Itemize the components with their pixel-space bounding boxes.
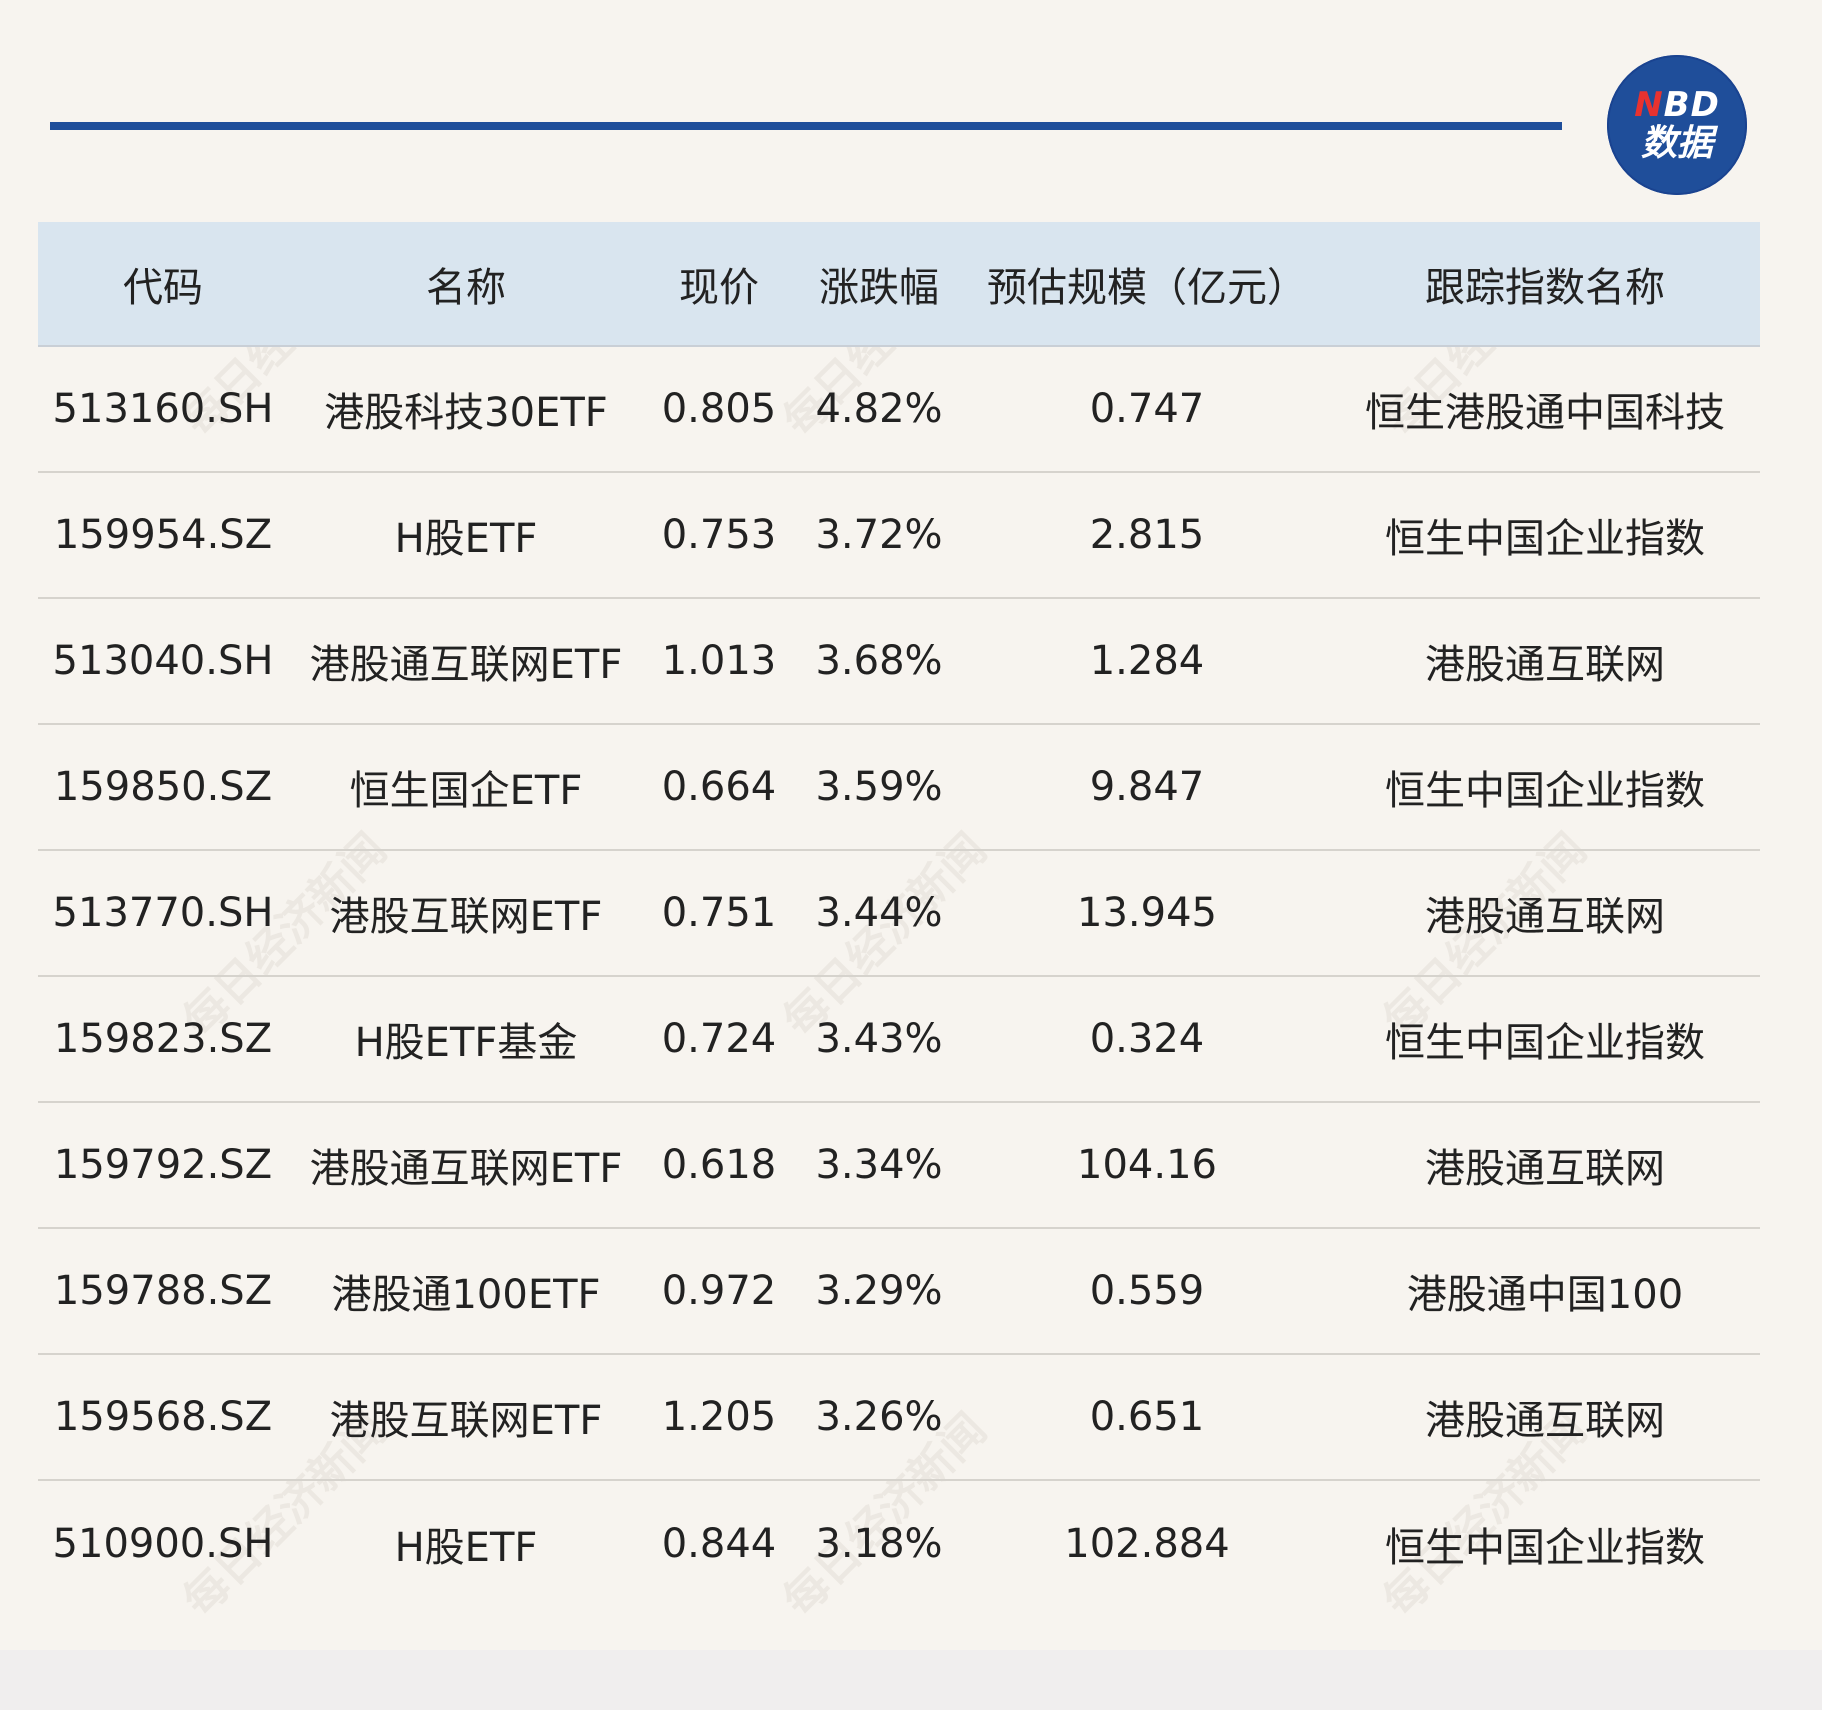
logo-text-top: NBD xyxy=(1634,85,1720,125)
cell-change: 3.59% xyxy=(794,724,964,851)
cell-scale: 0.651 xyxy=(964,1354,1330,1481)
logo-text-bottom: 数据 xyxy=(1640,123,1713,164)
cell-index: 港股通互联网 xyxy=(1330,598,1760,725)
cell-name: 港股互联网ETF xyxy=(288,1354,644,1481)
cell-index: 恒生中国企业指数 xyxy=(1385,1524,1705,1571)
cell-change: 3.68% xyxy=(794,598,964,725)
cell-code: 513160.SH xyxy=(38,346,288,473)
nbd-data-logo: NBD 数据 xyxy=(1607,55,1747,195)
cell-scale: 0.559 xyxy=(964,1228,1330,1355)
cell-code: 159850.SZ xyxy=(38,724,288,851)
cell-scale: 102.884 xyxy=(1064,1520,1230,1567)
table-row: 159568.SZ 港股互联网ETF 1.205 3.26% 0.651 港股通互联网 xyxy=(38,1354,1760,1481)
table-row: 159788.SZ 港股通100ETF 0.972 3.29% 0.559 港股通中国10… xyxy=(38,1228,1760,1355)
table-row: 159823.SZ H股ETF基金 0.724 3.43% 0.324 恒生中国企业指数 xyxy=(38,976,1760,1103)
cell-change: 4.82% xyxy=(794,346,964,473)
cell-index: 恒生港股通中国科技 xyxy=(1330,346,1760,473)
table-row: 159954.SZ H股ETF 0.753 3.72% 2.815 恒生中国企业指数 xyxy=(38,472,1760,599)
top-rule xyxy=(50,122,1562,130)
cell-change: 3.34% xyxy=(794,1102,964,1229)
cell-code: 510900.SH xyxy=(52,1520,274,1567)
cell-index: 港股通中国100 xyxy=(1330,1228,1760,1355)
cell-code: 513770.SH xyxy=(38,850,288,977)
cell-code: 159823.SZ xyxy=(38,976,288,1103)
cell-change: 3.72% xyxy=(794,472,964,599)
etf-table: 代码 名称 现价 涨跌幅 预估规模（亿元） 跟踪指数名称 513160.SH 港股… xyxy=(38,222,1760,1606)
header-index: 跟踪指数名称 xyxy=(1330,222,1760,347)
cell-scale: 2.815 xyxy=(964,472,1330,599)
cell-price: 0.972 xyxy=(644,1228,794,1355)
cell-price: 1.205 xyxy=(644,1354,794,1481)
cell-index: 港股通互联网 xyxy=(1330,850,1760,977)
table-body: 513160.SH 港股科技30ETF 0.805 4.82% 0.747 恒生港股通中国… xyxy=(38,346,1760,1606)
table-row: 159792.SZ 港股通互联网ETF 0.618 3.34% 104.16 港股通互联网 xyxy=(38,1102,1760,1229)
table-row: 159850.SZ 恒生国企ETF 0.664 3.59% 9.847 恒生中国企业指数 xyxy=(38,724,1760,851)
cell-index: 恒生中国企业指数 xyxy=(1330,724,1760,851)
cell-name: H股ETF xyxy=(288,472,644,599)
cell-name: 港股科技30ETF xyxy=(288,346,644,473)
cell-price: 0.753 xyxy=(644,472,794,599)
cell-index: 港股通互联网 xyxy=(1330,1354,1760,1481)
cell-scale: 0.747 xyxy=(964,346,1330,473)
table-row: 513770.SH 港股互联网ETF 0.751 3.44% 13.945 港股通互联网 xyxy=(38,850,1760,977)
header-price: 现价 xyxy=(644,222,794,347)
cell-change: 3.18% xyxy=(815,1520,943,1567)
bottom-band xyxy=(0,1650,1822,1710)
header-scale: 预估规模（亿元） xyxy=(964,222,1330,347)
cell-change: 3.29% xyxy=(794,1228,964,1355)
cell-code: 513040.SH xyxy=(38,598,288,725)
cell-name: 恒生国企ETF xyxy=(288,724,644,851)
table-header-row: 代码 名称 现价 涨跌幅 预估规模（亿元） 跟踪指数名称 xyxy=(38,222,1760,347)
header-change: 涨跌幅 xyxy=(794,222,964,347)
cell-code: 159788.SZ xyxy=(38,1228,288,1355)
cell-price: 0.805 xyxy=(644,346,794,473)
cell-change: 3.26% xyxy=(794,1354,964,1481)
cell-name: 港股互联网ETF xyxy=(288,850,644,977)
cell-name: H股ETF基金 xyxy=(288,976,644,1103)
cell-price: 0.664 xyxy=(644,724,794,851)
table-row: 510900.SH H股ETF 0.844 3.18% 102.884 恒生中国企业指数 xyxy=(38,1480,1760,1606)
cell-price: 0.844 xyxy=(661,1520,777,1567)
cell-scale: 1.284 xyxy=(964,598,1330,725)
table-row: 513160.SH 港股科技30ETF 0.805 4.82% 0.747 恒生港股通中国… xyxy=(38,346,1760,473)
cell-code: 159954.SZ xyxy=(38,472,288,599)
cell-code: 159792.SZ xyxy=(38,1102,288,1229)
header-name: 名称 xyxy=(288,222,644,347)
cell-index: 港股通互联网 xyxy=(1330,1102,1760,1229)
cell-scale: 104.16 xyxy=(964,1102,1330,1229)
cell-name: H股ETF xyxy=(394,1524,538,1571)
cell-change: 3.44% xyxy=(794,850,964,977)
cell-code: 159568.SZ xyxy=(38,1354,288,1481)
cell-name: 港股通互联网ETF xyxy=(288,1102,644,1229)
cell-scale: 0.324 xyxy=(964,976,1330,1103)
cell-change: 3.43% xyxy=(794,976,964,1103)
cell-scale: 9.847 xyxy=(964,724,1330,851)
cell-index: 恒生中国企业指数 xyxy=(1330,472,1760,599)
cell-price: 0.751 xyxy=(644,850,794,977)
cell-price: 0.724 xyxy=(644,976,794,1103)
cell-price: 0.618 xyxy=(644,1102,794,1229)
cell-price: 1.013 xyxy=(644,598,794,725)
cell-scale: 13.945 xyxy=(964,850,1330,977)
header-code: 代码 xyxy=(38,222,288,347)
cell-name: 港股通100ETF xyxy=(288,1228,644,1355)
cell-name: 港股通互联网ETF xyxy=(288,598,644,725)
cell-index: 恒生中国企业指数 xyxy=(1330,976,1760,1103)
table-row: 513040.SH 港股通互联网ETF 1.013 3.68% 1.284 港股通互联网 xyxy=(38,598,1760,725)
